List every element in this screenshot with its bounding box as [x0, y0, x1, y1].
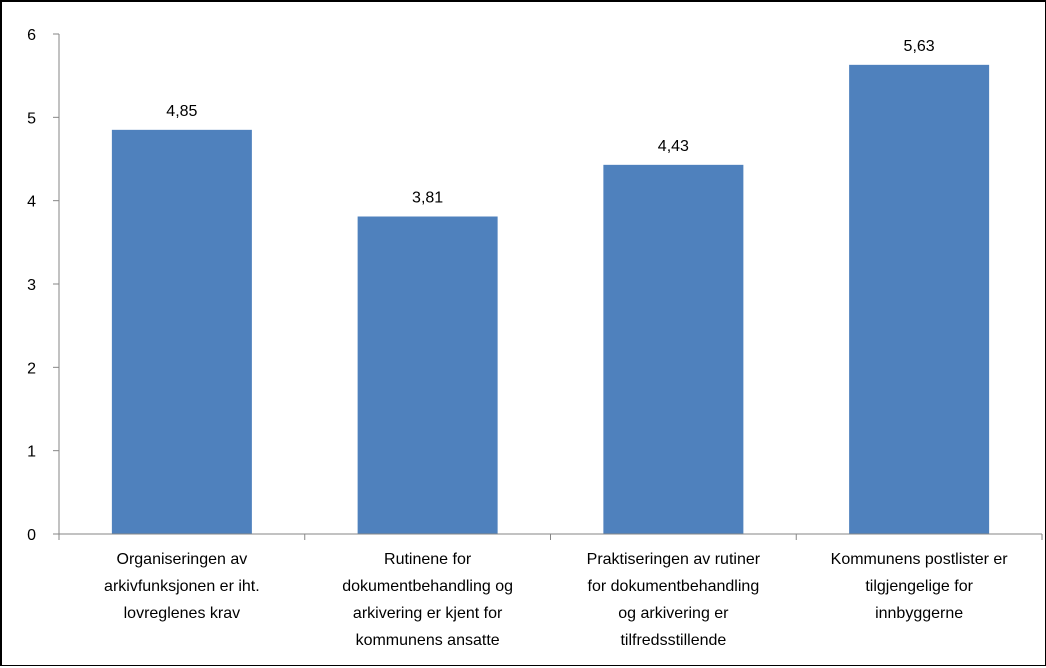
y-tick-label: 5: [27, 110, 36, 127]
x-category-label-line: tilgjengelige for: [865, 578, 973, 595]
x-category-label: Organiseringen av arkivfunksjonen er iht.…: [104, 551, 260, 622]
data-label: 4,43: [658, 138, 689, 155]
x-category-label-line: arkivfunksjonen er iht.: [104, 578, 260, 595]
x-category-label-line: for dokumentbehandling: [588, 578, 760, 595]
x-category-label-line: Rutinene for: [384, 551, 472, 568]
x-category-label-line: innbyggerne: [875, 605, 963, 622]
bars: [111, 64, 990, 535]
bar: [111, 129, 252, 534]
x-category-label-line: kommunens ansatte: [356, 632, 500, 649]
x-category-label-line: og arkivering er: [618, 605, 729, 622]
x-category-label-line: Organiseringen av: [117, 551, 248, 568]
x-category-label: Rutinene for dokumentbehandling og arkiver…: [342, 551, 513, 649]
x-category-label-line: lovreglenes krav: [124, 605, 241, 622]
bar: [849, 64, 990, 535]
data-label: 3,81: [412, 190, 443, 207]
x-category-label-line: dokumentbehandling og: [342, 578, 513, 595]
x-category-label: Kommunens postlister er tilgjengelige for…: [831, 551, 1009, 622]
x-category-label-line: arkivering er kjent for: [353, 605, 503, 622]
data-labels: 4,85 3,81 4,43 5,63: [166, 38, 934, 207]
y-tick-label: 1: [27, 444, 36, 461]
x-category-label-line: tilfredsstillende: [620, 632, 726, 649]
data-label: 4,85: [166, 103, 197, 120]
y-tick-label: 6: [27, 27, 36, 44]
x-axis: Organiseringen av arkivfunksjonen er iht.…: [58, 533, 1043, 649]
y-tick-label: 3: [27, 277, 36, 294]
bar: [603, 164, 744, 535]
y-tick-label: 2: [27, 360, 36, 377]
x-category-label-line: Praktiseringen av rutiner: [587, 551, 761, 568]
x-category-label: Praktiseringen av rutiner for dokumentbeh…: [587, 551, 761, 649]
y-tick-label: 0: [27, 527, 36, 544]
y-axis: 0 1 2 3 4 5 6: [27, 27, 60, 544]
y-tick-label: 4: [27, 194, 36, 211]
data-label: 5,63: [904, 38, 935, 55]
x-category-label-line: Kommunens postlister er: [831, 551, 1009, 568]
bar: [357, 216, 498, 534]
